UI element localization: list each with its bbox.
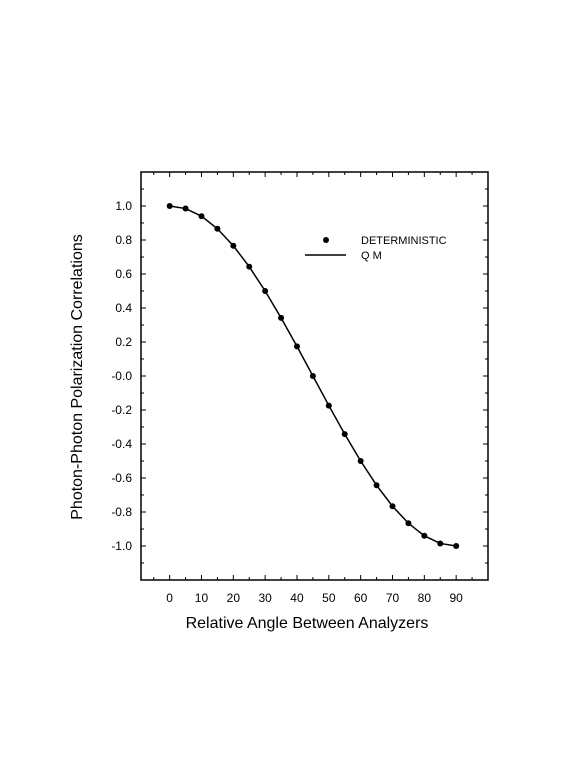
deterministic-point: [262, 288, 269, 294]
deterministic-point: [437, 540, 444, 547]
deterministic-point: [166, 203, 173, 209]
y-tick-label: -0.2: [111, 403, 132, 417]
deterministic-point: [325, 402, 332, 409]
deterministic-point: [246, 263, 253, 270]
y-tick-label: -1.0: [111, 539, 132, 553]
deterministic-points-group: [166, 203, 460, 549]
x-axis-ticks: [153, 172, 473, 580]
deterministic-point: [405, 520, 412, 527]
legend: DETERMINISTIC Q M: [305, 235, 447, 262]
deterministic-point: [309, 373, 316, 379]
deterministic-point: [182, 205, 189, 212]
deterministic-point: [230, 242, 237, 249]
deterministic-point: [421, 532, 428, 539]
x-tick-label: 30: [258, 591, 272, 605]
deterministic-point: [293, 343, 300, 350]
x-tick-label: 90: [449, 591, 463, 605]
y-axis-ticks: [141, 171, 488, 581]
deterministic-point: [389, 503, 396, 510]
deterministic-point: [198, 213, 205, 220]
deterministic-point: [278, 314, 285, 321]
x-tick-label: 50: [322, 591, 336, 605]
x-tick-label: 10: [195, 591, 209, 605]
x-tick-label: 40: [290, 591, 304, 605]
y-tick-label: 0.8: [115, 233, 132, 247]
y-tick-label: 0.2: [115, 335, 132, 349]
legend-label-deterministic: DETERMINISTIC: [361, 235, 447, 247]
y-tick-label: -0.4: [111, 437, 132, 451]
deterministic-point: [453, 543, 460, 549]
x-axis-tick-labels: 0 10 20 30 40 50 60 70 80 90: [166, 591, 463, 605]
x-axis-title: Relative Angle Between Analyzers: [186, 615, 429, 632]
deterministic-point: [373, 482, 380, 489]
deterministic-point: [341, 431, 348, 438]
y-tick-label: -0.6: [111, 471, 132, 485]
x-tick-label: 0: [166, 591, 173, 605]
deterministic-point: [357, 458, 364, 464]
legend-marker-deterministic: [323, 237, 329, 243]
y-tick-label: 0.6: [115, 267, 132, 281]
y-tick-label: -0.8: [111, 505, 132, 519]
y-axis-tick-labels: 1.0 0.8 0.6 0.4 0.2 -0.0 -0.2 -0.4 -0.6 -0.8 -1.0: [111, 199, 132, 553]
legend-label-qm: Q M: [361, 250, 382, 262]
y-axis-title: Photon-Photon Polarization Correlations: [69, 234, 86, 520]
x-tick-label: 80: [418, 591, 432, 605]
x-tick-label: 20: [227, 591, 241, 605]
y-tick-label: -0.0: [111, 369, 132, 383]
deterministic-point: [214, 225, 221, 232]
y-tick-label: 1.0: [115, 199, 132, 213]
y-tick-label: 0.4: [115, 301, 132, 315]
x-tick-label: 70: [386, 591, 400, 605]
x-tick-label: 60: [354, 591, 368, 605]
